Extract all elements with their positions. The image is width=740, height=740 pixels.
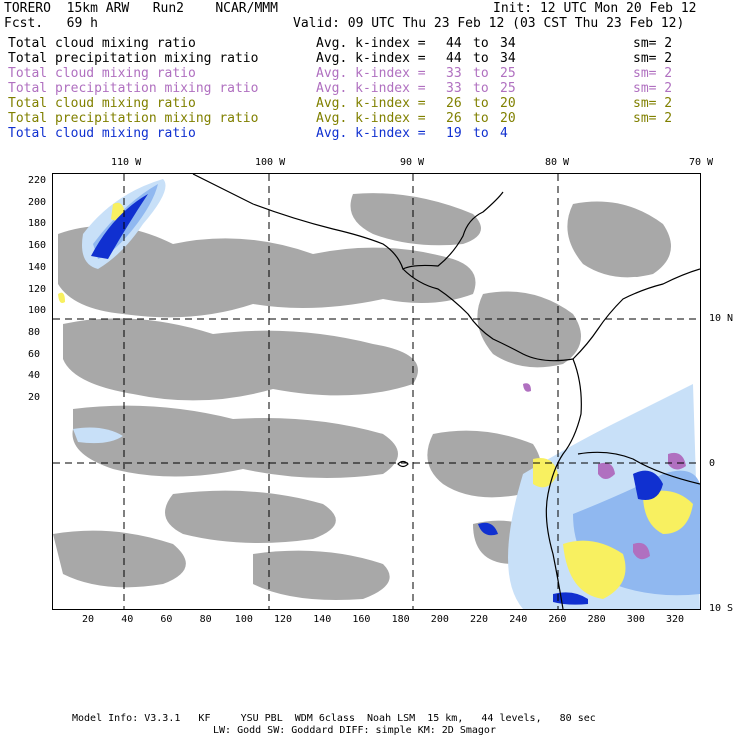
init-time: Init: 12 UTC Mon 20 Feb 12 [493, 1, 697, 16]
y-tick-label: 40 [28, 370, 41, 382]
lat-label-0: 0 [709, 458, 716, 469]
model-info-line2: LW: Godd SW: Goddard DIFF: simple KM: 2D… [213, 725, 496, 736]
grid-lines [53, 174, 700, 609]
legend-to: to [473, 111, 489, 126]
lon-label-110w: 110 W [111, 157, 142, 168]
x-tick-label: 80 [199, 614, 212, 625]
precip-field-purple [523, 383, 686, 560]
y-tick-label: 140 [28, 261, 47, 273]
y-tick-label: 60 [28, 348, 41, 360]
lat-label-10s: 10 S [709, 603, 734, 614]
cloud-field-gray [53, 193, 671, 600]
y-tick-label: 20 [28, 392, 41, 403]
legend-from: 44 [446, 51, 462, 66]
x-tick-label: 20 [82, 614, 95, 625]
legend-from: 33 [446, 66, 462, 81]
legend-to: to [473, 81, 489, 96]
legend-label: Total precipitation mixing ratio [8, 111, 259, 126]
precip-field-yellow [58, 202, 693, 599]
lon-label-80w: 80 W [545, 157, 570, 168]
y-tick-label: 180 [28, 218, 47, 230]
legend-label: Total precipitation mixing ratio [8, 81, 259, 96]
legend-upto: 20 [500, 96, 516, 111]
forecast-hour: Fcst. 69 h [4, 16, 98, 31]
legend-to: to [473, 66, 489, 81]
legend-sm: sm= 2 [633, 66, 673, 81]
y-tick-label: 220 [28, 175, 47, 186]
y-tick-label: 100 [28, 305, 47, 317]
y-tick-label: 80 [28, 326, 41, 338]
legend-avg-kindex: Avg. k-index = [316, 96, 426, 111]
y-tick-label: 160 [28, 240, 47, 252]
model-title: TORERO 15km ARW Run2 NCAR/MMM [4, 1, 278, 16]
x-tick-label: 60 [160, 614, 173, 625]
lon-label-90w: 90 W [400, 157, 425, 168]
legend-avg-kindex: Avg. k-index = [316, 66, 426, 81]
legend-to: to [473, 96, 489, 111]
x-tick-label: 280 [587, 614, 606, 625]
legend-upto: 4 [500, 126, 508, 141]
legend-sm: sm= 2 [633, 96, 673, 111]
model-info-line1: Model Info: V3.3.1 KF YSU PBL WDM 6class… [72, 713, 596, 724]
legend-avg-kindex: Avg. k-index = [316, 51, 426, 66]
legend-label: Total cloud mixing ratio [8, 36, 196, 51]
coastlines [192, 174, 700, 609]
legend-sm: sm= 2 [633, 81, 673, 96]
legend-from: 44 [446, 36, 462, 51]
legend-sm: sm= 2 [633, 51, 673, 66]
legend-upto: 34 [500, 51, 516, 66]
x-tick-label: 40 [121, 614, 134, 625]
y-tick-label: 200 [28, 196, 47, 208]
legend-label: Total cloud mixing ratio [8, 126, 196, 141]
legend-sm: sm= 2 [633, 36, 673, 51]
legend-sm: sm= 2 [633, 111, 673, 126]
valid-time: Valid: 09 UTC Thu 23 Feb 12 (03 CST Thu … [293, 16, 685, 31]
legend-upto: 34 [500, 36, 516, 51]
legend-to: to [473, 36, 489, 51]
legend-avg-kindex: Avg. k-index = [316, 126, 426, 141]
legend-avg-kindex: Avg. k-index = [316, 81, 426, 96]
map-canvas [53, 174, 700, 609]
lon-label-100w: 100 W [255, 157, 286, 168]
x-tick-label: 260 [548, 614, 567, 625]
map-panel [52, 173, 701, 610]
x-tick-label: 220 [470, 614, 489, 625]
legend-from: 19 [446, 126, 462, 141]
legend-to: to [473, 51, 489, 66]
legend-upto: 20 [500, 111, 516, 126]
lat-label-10n: 10 N [709, 313, 734, 324]
x-tick-label: 320 [666, 614, 685, 625]
legend-upto: 25 [500, 66, 516, 81]
legend-label: Total cloud mixing ratio [8, 96, 196, 111]
x-tick-label: 120 [274, 614, 293, 625]
legend-from: 26 [446, 111, 462, 126]
legend-label: Total cloud mixing ratio [8, 66, 196, 81]
x-tick-label: 140 [313, 614, 332, 625]
legend-label: Total precipitation mixing ratio [8, 51, 259, 66]
legend-from: 33 [446, 81, 462, 96]
legend-avg-kindex: Avg. k-index = [316, 36, 426, 51]
y-tick-label: 120 [28, 283, 47, 295]
legend-avg-kindex: Avg. k-index = [316, 111, 426, 126]
x-tick-label: 240 [509, 614, 528, 625]
x-tick-label: 300 [626, 614, 645, 625]
x-tick-label: 100 [234, 614, 253, 625]
lon-label-70w: 70 W [689, 157, 714, 168]
x-tick-label: 200 [430, 614, 449, 625]
x-tick-label: 180 [391, 614, 410, 625]
legend-to: to [473, 126, 489, 141]
legend-from: 26 [446, 96, 462, 111]
x-tick-label: 160 [352, 614, 371, 625]
legend-upto: 25 [500, 81, 516, 96]
